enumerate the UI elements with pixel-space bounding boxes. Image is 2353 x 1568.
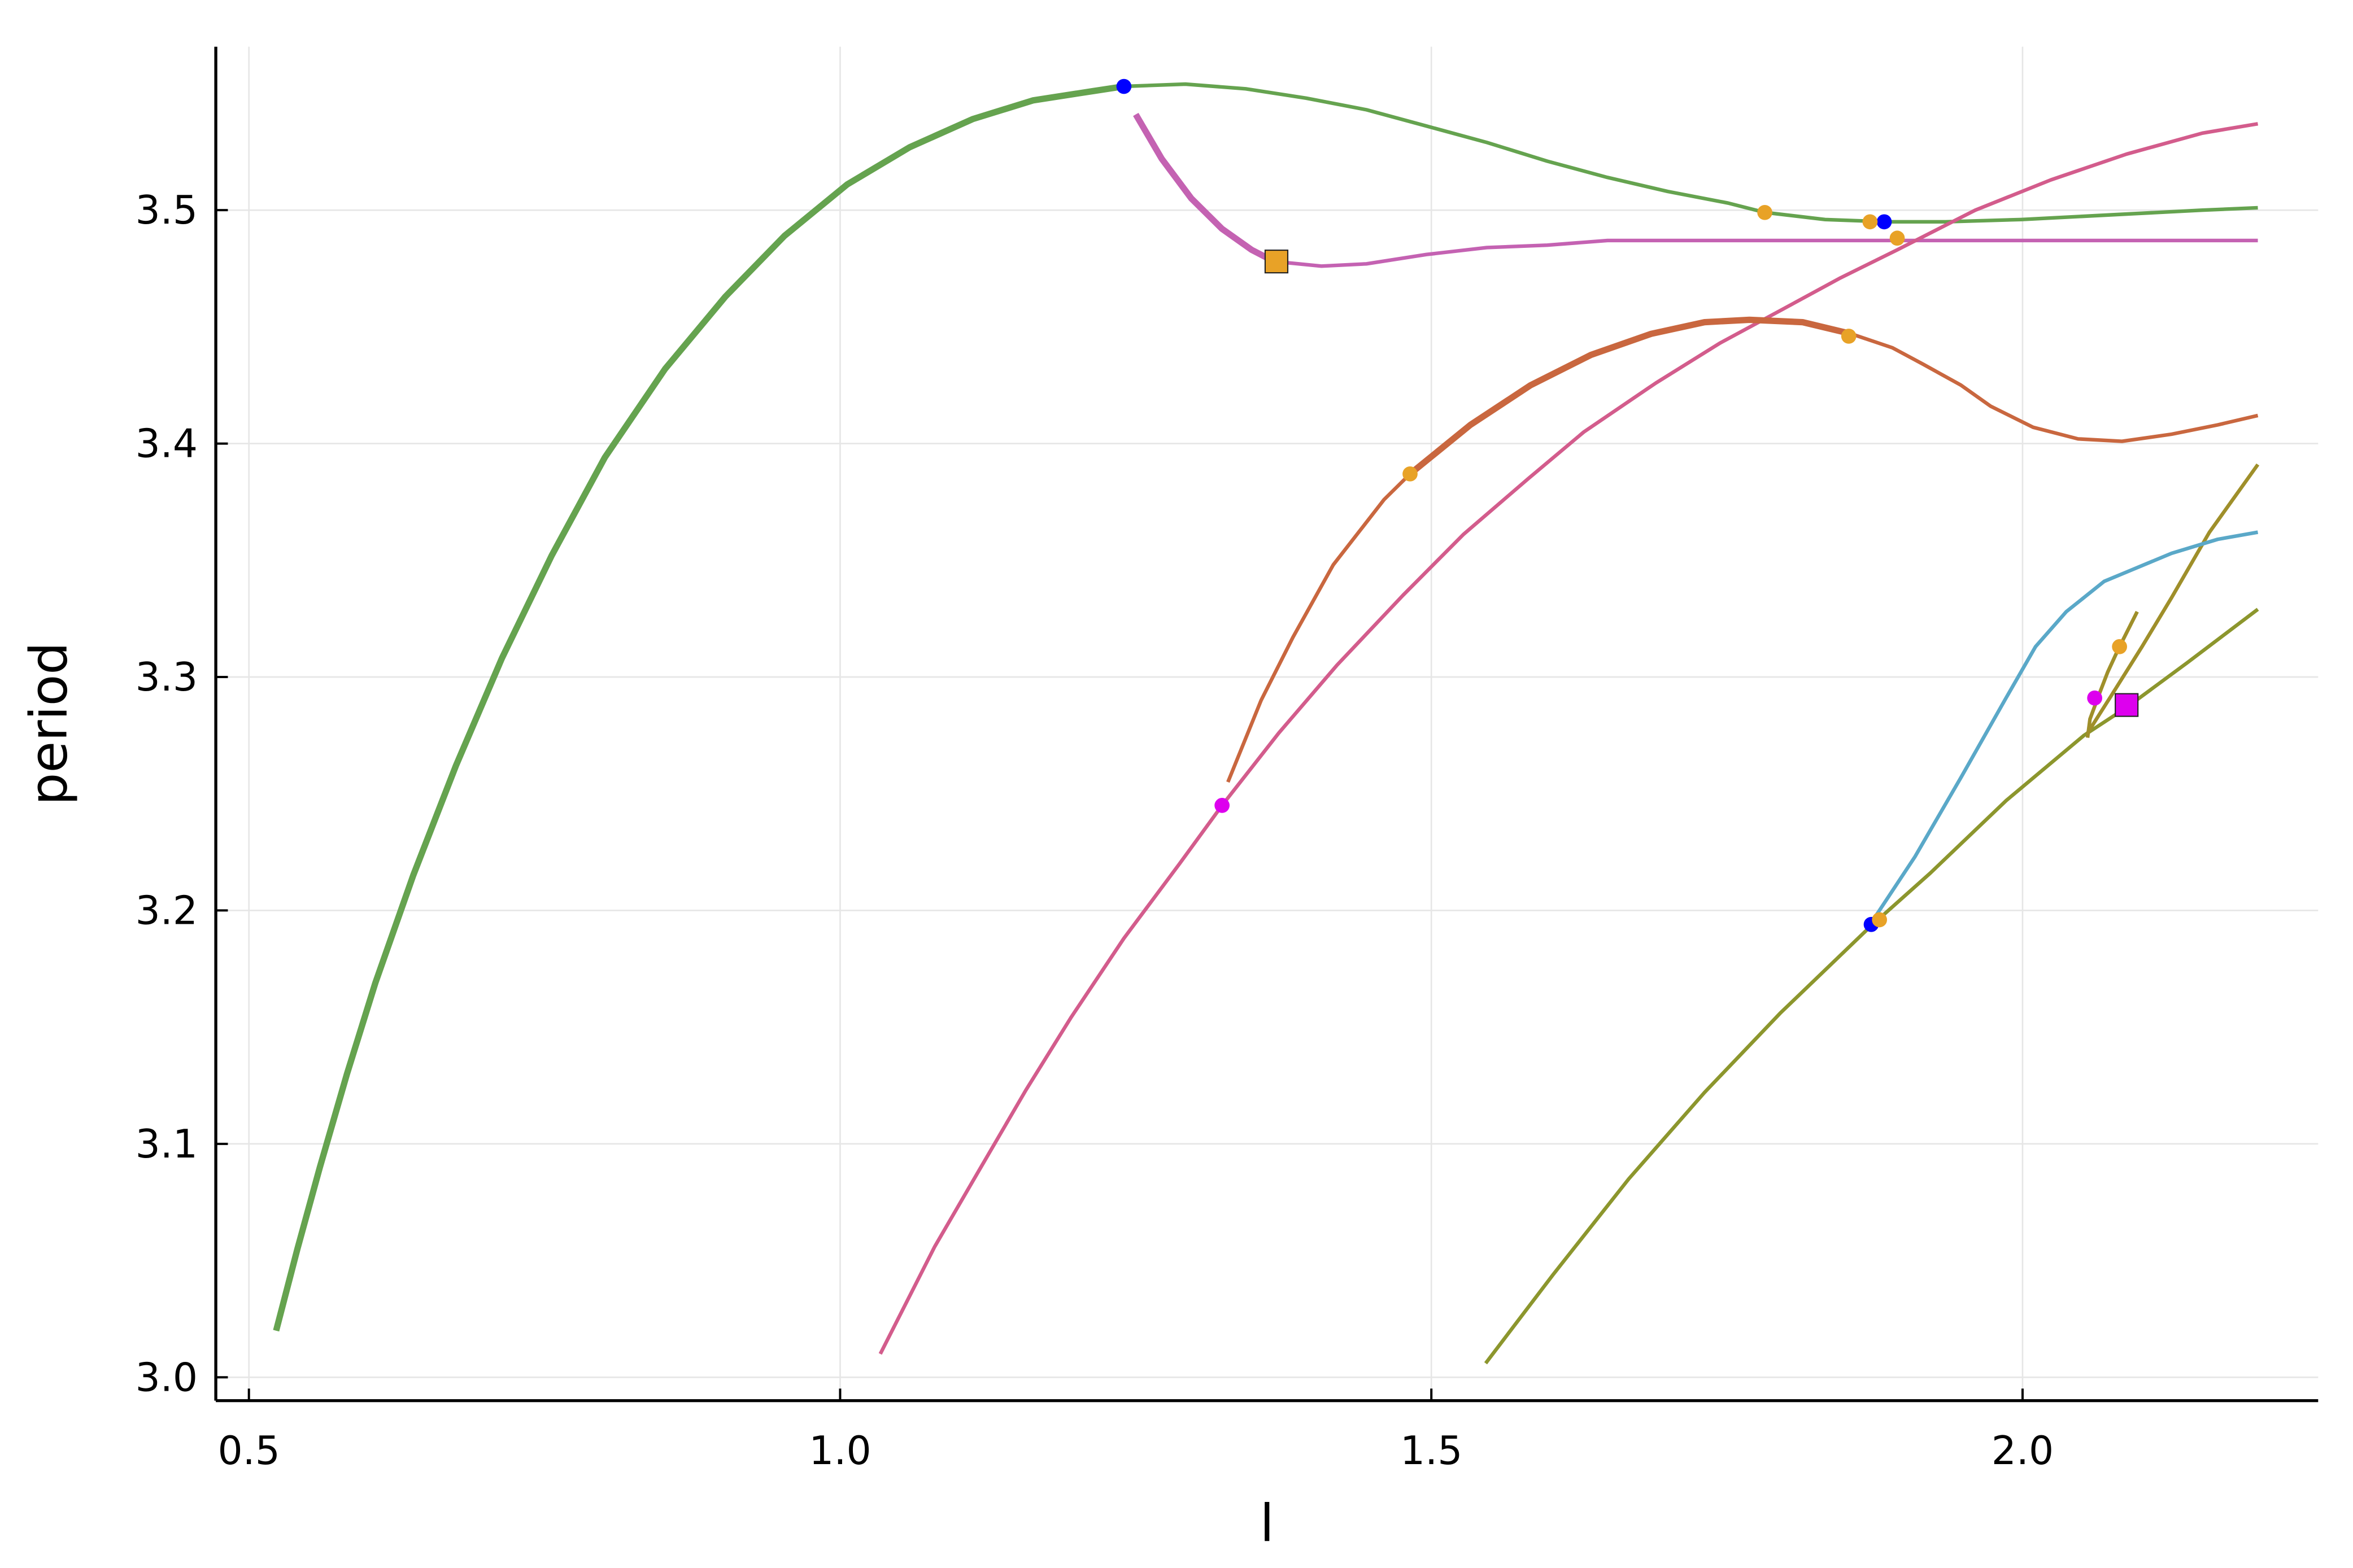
circle-marker <box>1889 230 1905 246</box>
x-tick-label: 1.5 <box>1400 1429 1462 1474</box>
circle-marker <box>1862 214 1878 230</box>
circle-marker <box>2112 639 2127 654</box>
marker-layer <box>1116 78 2139 932</box>
series-line-bold-4 <box>1408 316 1852 477</box>
circle-marker <box>1757 204 1772 220</box>
y-tick-label: 3.3 <box>136 655 198 700</box>
series-line-bold-2 <box>1133 112 1276 264</box>
circle-marker <box>1214 798 1230 813</box>
y-tick-label: 3.0 <box>136 1355 198 1400</box>
series-line-2 <box>1134 113 2258 268</box>
x-tick-label: 0.5 <box>218 1429 280 1474</box>
circle-marker <box>1872 912 1887 928</box>
circle-marker <box>1876 214 1892 230</box>
x-tick-label: 2.0 <box>1992 1429 2054 1474</box>
axes: 0.5 1.0 1.5 2.0 3.0 3.1 3.2 3.3 3.4 3.5 <box>136 46 2319 1474</box>
x-tick-label: 1.0 <box>809 1429 871 1474</box>
square-marker <box>1264 250 1289 274</box>
x-axis-label: l <box>1260 1494 1274 1553</box>
y-tick-label: 3.1 <box>136 1122 198 1167</box>
circle-marker <box>2087 690 2103 706</box>
circle-marker <box>1841 329 1857 344</box>
series-layer <box>273 82 2260 1365</box>
grid <box>216 46 2319 1401</box>
y-tick-label: 3.5 <box>136 188 198 233</box>
y-tick-label: 3.2 <box>136 888 198 933</box>
series-line-5 <box>1484 608 2259 1365</box>
y-axis-label: period <box>20 642 79 805</box>
series-line-4 <box>1226 318 2259 783</box>
series-line-3 <box>878 122 2259 1355</box>
circle-marker <box>1116 78 1132 94</box>
y-tick-label: 3.4 <box>136 422 198 467</box>
series-line-8 <box>1868 530 2259 926</box>
series-line-bold-1 <box>273 83 1125 1332</box>
series-line-6 <box>2086 463 2260 734</box>
circle-marker <box>1402 466 1418 482</box>
square-marker <box>2115 693 2139 717</box>
